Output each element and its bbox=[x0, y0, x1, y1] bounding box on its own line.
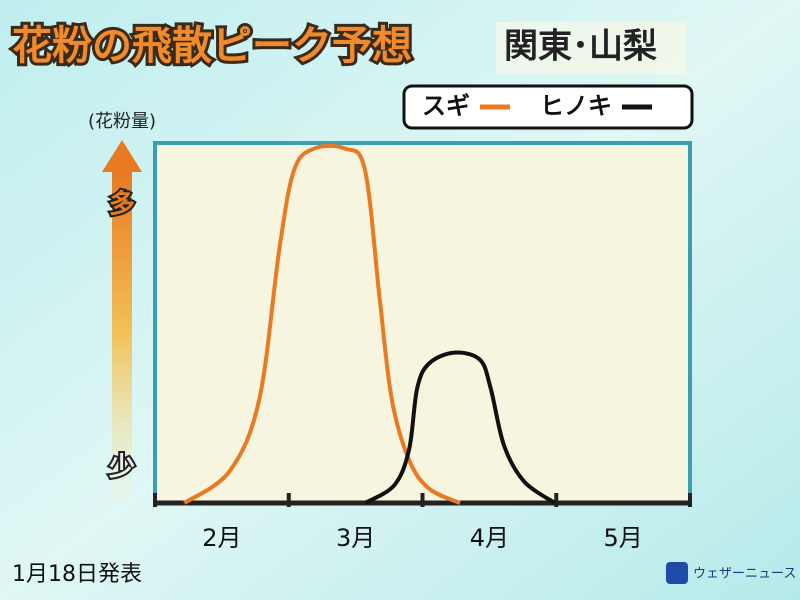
legend-box bbox=[402, 84, 694, 130]
y-arrow bbox=[112, 171, 132, 501]
y-label: (花粉量) bbox=[88, 111, 156, 132]
series-line bbox=[183, 143, 461, 505]
x-tick-label: 3月 bbox=[336, 524, 375, 552]
logo-icon bbox=[666, 562, 688, 584]
subtitle: 関東･山梨 bbox=[504, 27, 657, 67]
plot-area bbox=[153, 141, 692, 505]
y-high-label: 多 bbox=[109, 190, 135, 220]
series-line bbox=[363, 350, 557, 505]
y-low-label: 少 bbox=[108, 453, 135, 483]
x-tick-label: 4月 bbox=[470, 524, 509, 552]
note: 1月18日発表 bbox=[12, 562, 142, 587]
y-arrow-head bbox=[102, 140, 142, 172]
legend-label: ヒノキ bbox=[540, 92, 612, 120]
x-tick-label: 5月 bbox=[603, 524, 642, 552]
chart-title: 花粉の飛散ピーク予想 bbox=[12, 23, 412, 69]
logo: ウェザーニュース bbox=[693, 567, 796, 582]
x-tick-label: 2月 bbox=[202, 524, 241, 552]
subtitle-box bbox=[496, 22, 686, 74]
legend-label: スギ bbox=[422, 92, 470, 120]
